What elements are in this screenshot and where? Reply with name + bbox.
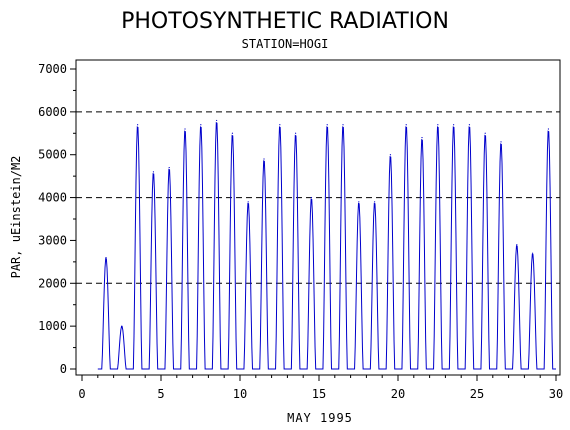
daily-peak-point [358, 201, 360, 203]
daily-peak-point [421, 136, 423, 139]
y-tick-label: 3000 [38, 233, 67, 247]
daily-peak-point [216, 119, 218, 122]
y-tick-label: 2000 [38, 276, 67, 290]
x-tick-label: 0 [78, 387, 85, 401]
chart-subtitle: STATION=HOGI [242, 37, 329, 51]
daily-peak-point [547, 128, 550, 130]
reference-lines [76, 111, 560, 284]
daily-peak-point [500, 141, 502, 143]
daily-peak-point [105, 256, 107, 259]
y-axis: 0 1000 2000 3000 4000 5000 6000 7000 [38, 62, 76, 376]
daily-peak-point [184, 128, 186, 130]
daily-peak-point [295, 132, 297, 134]
y-tick-label: 6000 [38, 105, 67, 119]
y-tick-label: 1000 [38, 319, 67, 333]
daily-peak-point [121, 325, 123, 327]
daily-peak-point [326, 124, 328, 126]
plot-frame [75, 59, 561, 376]
daily-peak-point [437, 124, 439, 126]
daily-peak-point [532, 252, 534, 254]
x-tick-label: 5 [157, 387, 164, 401]
daily-peak-point [279, 124, 281, 126]
x-tick-label: 25 [470, 387, 484, 401]
daily-peak-point [374, 201, 376, 203]
daily-peak-point [310, 196, 313, 199]
daily-peak-point [137, 124, 139, 126]
daily-peak-point [484, 132, 486, 134]
x-tick-label: 15 [312, 387, 326, 401]
daily-peak-point [263, 158, 265, 160]
daily-peak-point [405, 124, 407, 126]
y-tick-label: 7000 [38, 62, 67, 76]
x-axis: 0 5 10 15 20 25 30 [78, 375, 563, 401]
par-series-line [97, 121, 556, 370]
series-layer [97, 119, 556, 370]
daily-peak-point [168, 166, 170, 169]
daily-peak-point [468, 124, 471, 126]
y-tick-label: 0 [60, 362, 67, 376]
x-tick-label: 10 [233, 387, 247, 401]
daily-peak-point [389, 154, 392, 156]
chart-title: PHOTOSYNTHETIC RADIATION [121, 9, 449, 34]
daily-peak-point [342, 124, 344, 126]
daily-peak-point [453, 124, 455, 126]
daily-peak-point [247, 201, 249, 203]
y-tick-label: 5000 [38, 148, 67, 162]
x-axis-label: MAY 1995 [287, 411, 353, 425]
daily-peak-point [152, 171, 155, 173]
daily-peak-point [231, 132, 234, 134]
y-tick-label: 4000 [38, 191, 67, 205]
x-tick-label: 30 [549, 387, 563, 401]
daily-peak-point [200, 124, 202, 126]
x-tick-label: 20 [391, 387, 405, 401]
y-axis-label: PAR, uEinstein/M2 [9, 156, 23, 279]
daily-peak-point [516, 244, 518, 246]
